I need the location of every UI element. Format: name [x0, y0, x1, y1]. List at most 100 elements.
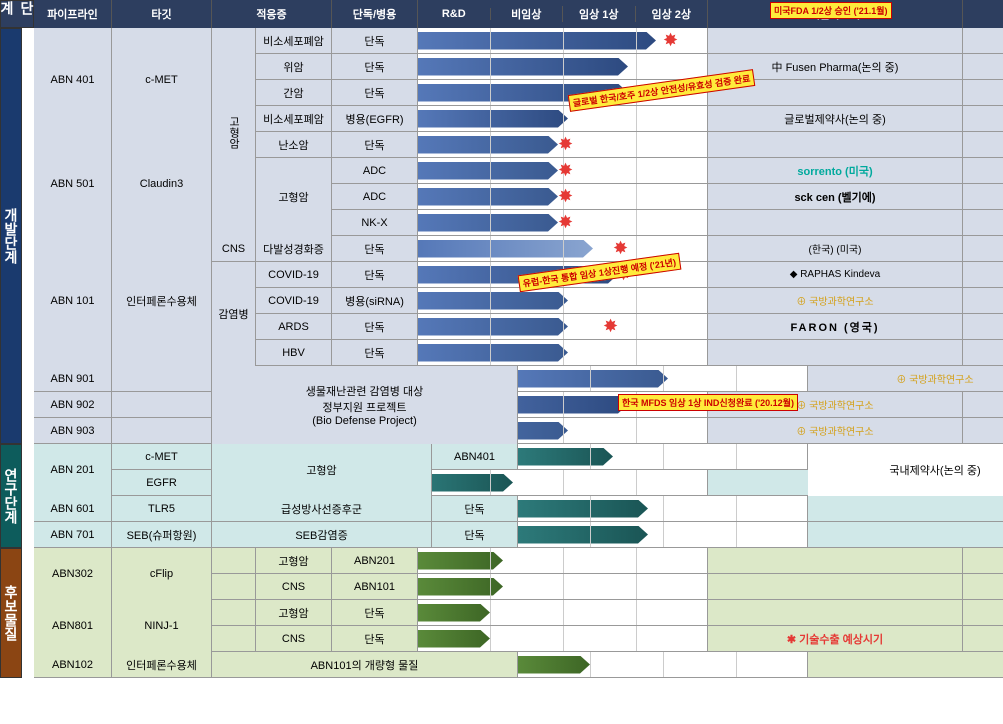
- partner-cell: [708, 574, 963, 599]
- target-cell: NINJ-1: [112, 600, 212, 652]
- progress-bar: [418, 344, 568, 362]
- mono-cell: 단독: [332, 132, 418, 157]
- progress-bar: [518, 370, 668, 388]
- progress-bar: [518, 500, 648, 518]
- partner-cell: [808, 522, 1003, 547]
- partner-cell: ⊕ 국방과학연구소: [808, 366, 1003, 391]
- hdr-indication: 적응증: [212, 0, 332, 28]
- chart-cell: [418, 54, 708, 79]
- table-row: ABN 201c-MET고형암ABN401국내제약사(논의 중): [34, 444, 1003, 470]
- target-cell: cFlip: [112, 548, 212, 600]
- table-row: ABN302cFlip고형암ABN201: [34, 548, 1003, 574]
- progress-bar: [418, 214, 558, 232]
- pipeline-cell: ABN 903: [34, 418, 112, 443]
- pipeline-cell: ABN 601: [34, 496, 112, 521]
- chart-cell: [418, 288, 708, 313]
- progress-bar: [518, 448, 613, 466]
- hdr-rd: R&D: [418, 8, 491, 20]
- pipeline-table: 단계 개발단계연구단계후보물질 파이프라인 타깃 적응증 단독/병용 R&D 비…: [0, 0, 1003, 678]
- pipeline-cell: ABN801: [34, 600, 112, 652]
- indication-group: 고형암: [212, 28, 256, 236]
- target-cell: 인터페론수용체: [112, 236, 212, 366]
- chart-cell: [518, 522, 808, 547]
- chart-cell: ✸: [418, 158, 708, 183]
- table-row: ABN 401c-MET고형암비소세포폐암단독✸: [34, 28, 1003, 54]
- chart-cell: ✸: [418, 184, 708, 209]
- progress-bar: [418, 604, 490, 622]
- partner-cell: [808, 496, 1003, 521]
- progress-bar: [418, 58, 628, 76]
- progress-bar: [418, 32, 656, 50]
- indication-cell: COVID-19: [256, 288, 332, 313]
- stage-column: 단계 개발단계연구단계후보물질: [0, 0, 34, 678]
- partner-cell: [708, 210, 963, 235]
- mono-cell: 단독: [332, 262, 418, 287]
- chart-cell: [518, 444, 808, 469]
- partner-cell: [708, 600, 963, 625]
- pipeline-cell: ABN 701: [34, 522, 112, 547]
- callout-label: 한국 MFDS 임상 1상 IND신청완료 ('20.12월): [618, 394, 798, 411]
- hdr-phase2: 임상 2상: [636, 6, 708, 22]
- chart-cell: ✸: [418, 314, 708, 339]
- indication-cell: 고형암: [256, 600, 332, 625]
- mono-cell: 단독: [332, 340, 418, 365]
- table-row: ABN 901생물재난관련 감염병 대상 정부지원 프로젝트 (Bio Defe…: [34, 366, 1003, 392]
- indication-cell: 다발성경화증: [256, 236, 332, 261]
- chart-cell: [418, 340, 708, 365]
- mono-cell: NK-X: [332, 210, 418, 235]
- star-icon: ✸: [558, 134, 573, 155]
- partner-cell: [808, 652, 1003, 677]
- chart-cell: [418, 574, 708, 599]
- hdr-pipeline: 파이프라인: [34, 0, 112, 28]
- indication-cell: ABN101의 개량형 물질: [212, 652, 518, 677]
- mono-cell: ABN401: [432, 444, 518, 469]
- pipeline-cell: ABN 501: [34, 132, 112, 236]
- progress-bar: [418, 110, 568, 128]
- table-row: ABN 101인터페론수용체CNS다발성경화증단독✸(한국) (미국): [34, 236, 1003, 262]
- hdr-phases: R&D 비임상 임상 1상 임상 2상: [418, 0, 708, 28]
- partner-cell: [708, 548, 963, 573]
- target-cell: SEB(슈퍼항원): [112, 522, 212, 547]
- chart-cell: ✸: [418, 28, 708, 53]
- pipeline-cell: ABN102: [34, 652, 112, 677]
- partner-cell: ◆ RAPHAS Kindeva: [708, 262, 963, 287]
- mono-cell: 단독: [332, 236, 418, 261]
- hdr-mono: 단독/병용: [332, 0, 418, 28]
- callout-label: 미국FDA 1/2상 승인 ('21.1월): [770, 2, 892, 19]
- partner-cell: 글로벌제약사(논의 중): [708, 106, 963, 131]
- chart-cell: ✸: [418, 132, 708, 157]
- pipeline-cell: ABN302: [34, 548, 112, 600]
- mono-cell: 단독: [332, 28, 418, 53]
- indication-cell: 난소암: [256, 132, 332, 157]
- table-row: ABN 501Claudin3난소암단독✸: [34, 132, 1003, 158]
- chart-cell: [418, 470, 708, 495]
- star-icon: ✸: [558, 186, 573, 207]
- table-row: ABN801NINJ-1고형암단독: [34, 600, 1003, 626]
- progress-bar: [418, 292, 568, 310]
- table-row: ABN 902⊕ 국방과학연구소: [34, 392, 1003, 418]
- mono-cell: 단독: [332, 80, 418, 105]
- progress-bar: [418, 188, 558, 206]
- partner-cell: sorrento (미국): [708, 158, 963, 183]
- mono-cell: 단독: [332, 600, 418, 625]
- mono-cell: 단독: [432, 496, 518, 521]
- mono-cell: 단독: [432, 522, 518, 547]
- stage-header: 단계: [0, 0, 34, 28]
- partner-cell: ✱ 기술수출 예상시기: [708, 626, 963, 651]
- indication-cell: 위암: [256, 54, 332, 79]
- progress-bar: [518, 656, 590, 674]
- merged-cell: 생물재난관련 감염병 대상 정부지원 프로젝트 (Bio Defense Pro…: [212, 366, 518, 444]
- partner-cell: sck cen (벨기에): [708, 184, 963, 209]
- star-icon: ✸: [603, 316, 618, 337]
- table-row: ABN 903⊕ 국방과학연구소: [34, 418, 1003, 444]
- stage-label: 후보물질: [0, 548, 22, 678]
- hdr-target: 타깃: [112, 0, 212, 28]
- progress-bar: [418, 240, 593, 258]
- indication-cell: SEB감염증: [212, 522, 432, 547]
- table-row: ABN 701SEB(슈퍼항원)SEB감염증단독: [34, 522, 1003, 548]
- partner-cell: [708, 340, 963, 365]
- chart-cell: [518, 496, 808, 521]
- mono-cell: 단독: [332, 626, 418, 651]
- indication-cell: 비소세포폐암: [256, 106, 332, 131]
- chart-cell: [518, 652, 808, 677]
